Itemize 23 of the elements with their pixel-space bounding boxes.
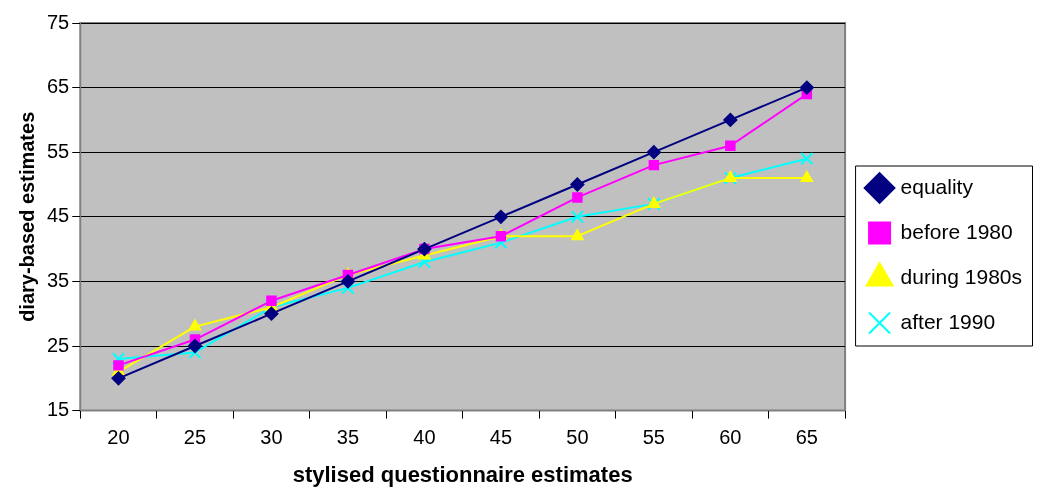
y-axis-title: diary-based estimates: [15, 111, 38, 322]
legend-label: after 1990: [900, 309, 996, 333]
y-tick-label: 35: [47, 268, 70, 291]
y-tick-label: 55: [47, 139, 70, 162]
y-tick-label: 15: [47, 398, 70, 421]
y-tick-label: 65: [47, 75, 70, 98]
x-tick-label: 65: [795, 426, 818, 449]
x-tick-label: 40: [413, 426, 436, 449]
legend-label: during 1980s: [900, 264, 1023, 288]
legend-label: equality: [900, 174, 974, 198]
legend-label: before 1980: [900, 219, 1013, 243]
y-tick-label: 25: [47, 333, 70, 356]
x-tick-label: 35: [336, 426, 360, 449]
x-tick-label: 60: [719, 426, 742, 449]
x-tick-label: 25: [183, 426, 207, 449]
x-tick-label: 30: [260, 426, 283, 449]
x-tick-label: 55: [642, 426, 665, 449]
y-tick-label: 75: [47, 10, 70, 33]
x-tick-label: 20: [107, 426, 130, 449]
x-tick-label: 45: [489, 426, 513, 449]
y-tick-label: 45: [47, 204, 70, 227]
x-axis-title: stylised questionnaire estimates: [292, 461, 633, 487]
x-tick-label: 50: [566, 426, 589, 449]
